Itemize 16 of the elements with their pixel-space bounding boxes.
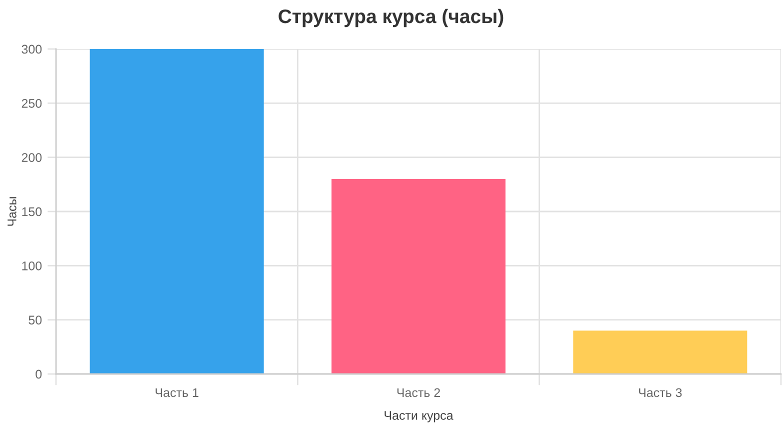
y-tick-label: 250	[22, 98, 42, 108]
x-tick-label: Часть 3	[639, 388, 682, 398]
bar	[332, 179, 506, 374]
y-tick-label: 0	[36, 370, 42, 379]
y-tick-label: 50	[28, 316, 42, 324]
y-tick-label: 100	[22, 261, 42, 270]
y-tick-label: 150	[22, 207, 42, 216]
bar	[573, 330, 748, 374]
x-tick-label: Часть 1	[156, 388, 198, 398]
bar	[90, 49, 264, 374]
y-axis-title: Часы	[8, 197, 16, 226]
chart-title: Структура курса (часы)	[278, 8, 504, 28]
y-tick-label: 200	[22, 153, 42, 162]
y-tick-label: 300	[22, 44, 42, 54]
x-tick-label: Часть 2	[397, 388, 440, 398]
x-axis-title: Части курса	[384, 411, 454, 422]
